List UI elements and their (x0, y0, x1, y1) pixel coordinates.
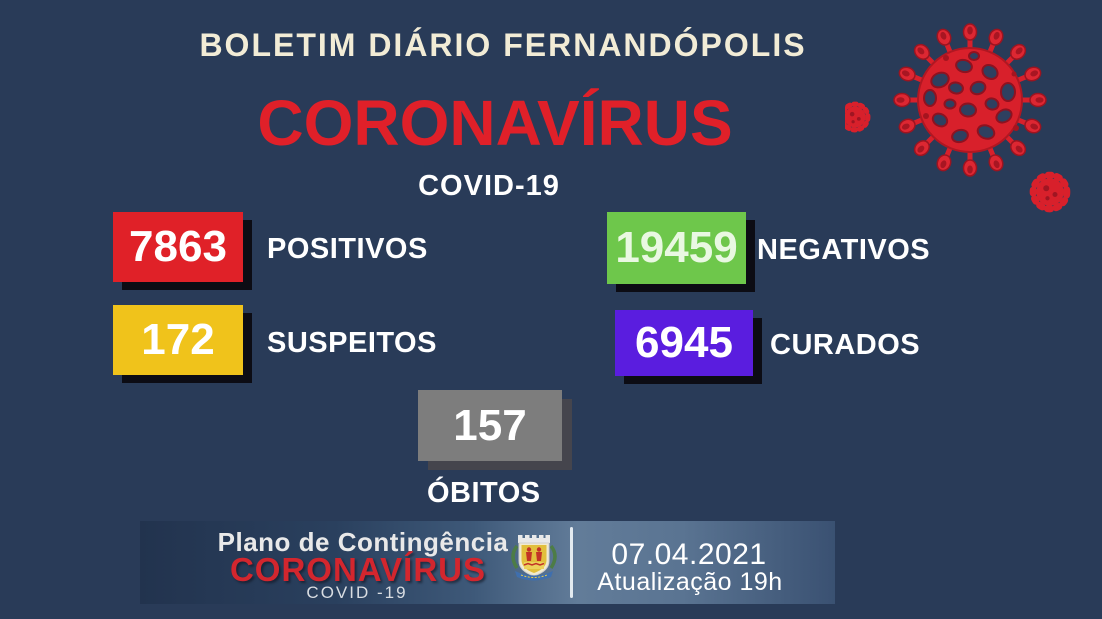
bulletin-date: 07.04.2021 (611, 538, 767, 571)
footer-banner: Plano de Contingência CORONAVÍRUS COVID … (140, 521, 835, 604)
mini-virus-icon-left (845, 104, 868, 130)
page-title: BOLETIM DIÁRIO FERNANDÓPOLIS (199, 27, 807, 63)
contingency-plan-label: Plano de Contingência (217, 527, 509, 557)
curados-label: CURADOS (770, 329, 921, 361)
suspeitos-label: SUSPEITOS (267, 327, 437, 359)
obitos-label: ÓBITOS (427, 477, 541, 509)
positivos-label: POSITIVOS (267, 233, 428, 265)
coronavirus-headline: CORONAVÍRUS (257, 87, 733, 159)
footer-covid19-label: COVID -19 (306, 583, 408, 602)
positivos-count-box: 7863 (113, 212, 243, 282)
positivos-value: 7863 (129, 222, 227, 271)
negativos-label: NEGATIVOS (757, 234, 931, 266)
footer-divider (570, 527, 573, 598)
footer-coronavirus-label: CORONAVÍRUS (229, 551, 487, 588)
obitos-value: 157 (453, 400, 527, 450)
negativos-count-box: 19459 (607, 212, 746, 284)
curados-count-box: 6945 (615, 310, 753, 376)
obitos-count-box: 157 (418, 390, 562, 461)
update-time: Atualização 19h (597, 568, 783, 596)
suspeitos-value: 172 (141, 315, 215, 364)
curados-value: 6945 (635, 318, 733, 367)
coronavirus-icon (845, 23, 1102, 228)
covid19-subtitle: COVID-19 (418, 170, 560, 202)
mini-virus-icon-right (1033, 175, 1067, 209)
suspeitos-count-box: 172 (113, 305, 243, 375)
city-crest-icon (511, 535, 557, 581)
negativos-value: 19459 (615, 223, 738, 272)
